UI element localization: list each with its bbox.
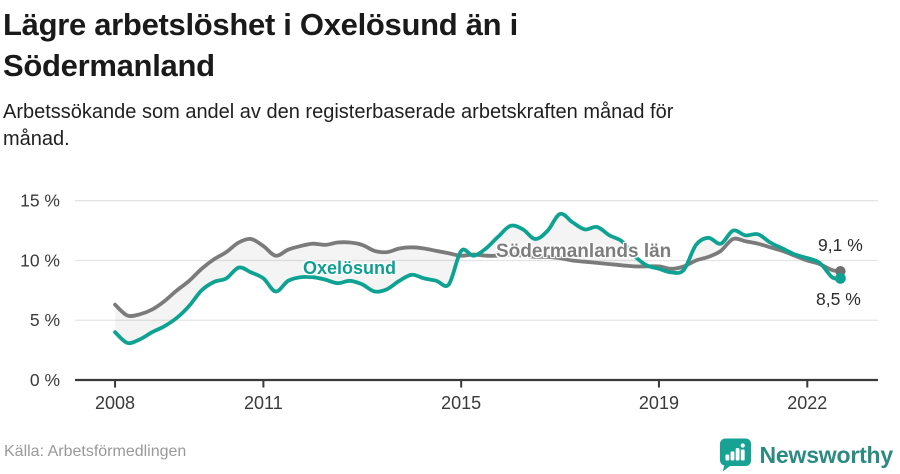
logo-exclamation-dot (740, 443, 745, 448)
series-line-oxelosund (113, 211, 843, 346)
chart-subtitle: Arbetssökande som andel av den registerb… (3, 99, 673, 153)
line-chart: 0 % 5 % 10 % 15 % 2008 2011 2015 2019 2022 Oxelö… (0, 183, 900, 423)
x-tick-label-2011: 2011 (244, 393, 283, 413)
plot-canvas: 0 % 5 % 10 % 15 % 2008 2011 2015 2019 2022 (20, 191, 878, 413)
chart-subtitle-line1: Arbetssökande som andel av den registerb… (3, 101, 674, 123)
newsworthy-logo: Newsworthy (719, 437, 893, 473)
end-value-oxelosund: 8,5 % (816, 289, 861, 309)
chart-title-line2: Södermanland (3, 48, 215, 83)
source-credit: Källa: Arbetsförmedlingen (4, 443, 187, 460)
x-tick-label-2019: 2019 (639, 393, 679, 413)
chart-subtitle-line2: månad. (3, 128, 70, 150)
y-tick-label-15: 15 % (20, 191, 60, 211)
logo-bar-3 (735, 448, 740, 461)
series-label-sodermanland: Södermanlands län (496, 241, 672, 262)
logo-bar-2 (730, 451, 734, 461)
logo-exclamation-bar (740, 449, 745, 461)
series-label-oxelosund: Oxelösund (303, 258, 397, 278)
y-tick-label-5: 5 % (30, 310, 60, 330)
newsworthy-logo-icon (719, 438, 751, 472)
brand-name: Newsworthy (759, 441, 894, 468)
end-dot-oxelosund (835, 272, 846, 284)
x-tick-label-2008: 2008 (95, 393, 135, 413)
logo-bar-1 (724, 454, 729, 461)
chart-title-line1: Lägre arbetslöshet i Oxelösund än i (3, 7, 518, 42)
x-tick-label-2022: 2022 (787, 393, 827, 413)
end-value-sodermanland: 9,1 % (818, 235, 863, 255)
logo-bubble (719, 438, 751, 472)
y-tick-label-10: 10 % (20, 250, 60, 270)
chart-title: Lägre arbetslöshet i Oxelösund än i Söde… (3, 4, 518, 86)
x-tick-label-2015: 2015 (441, 393, 481, 413)
y-tick-label-0: 0 % (30, 370, 60, 390)
